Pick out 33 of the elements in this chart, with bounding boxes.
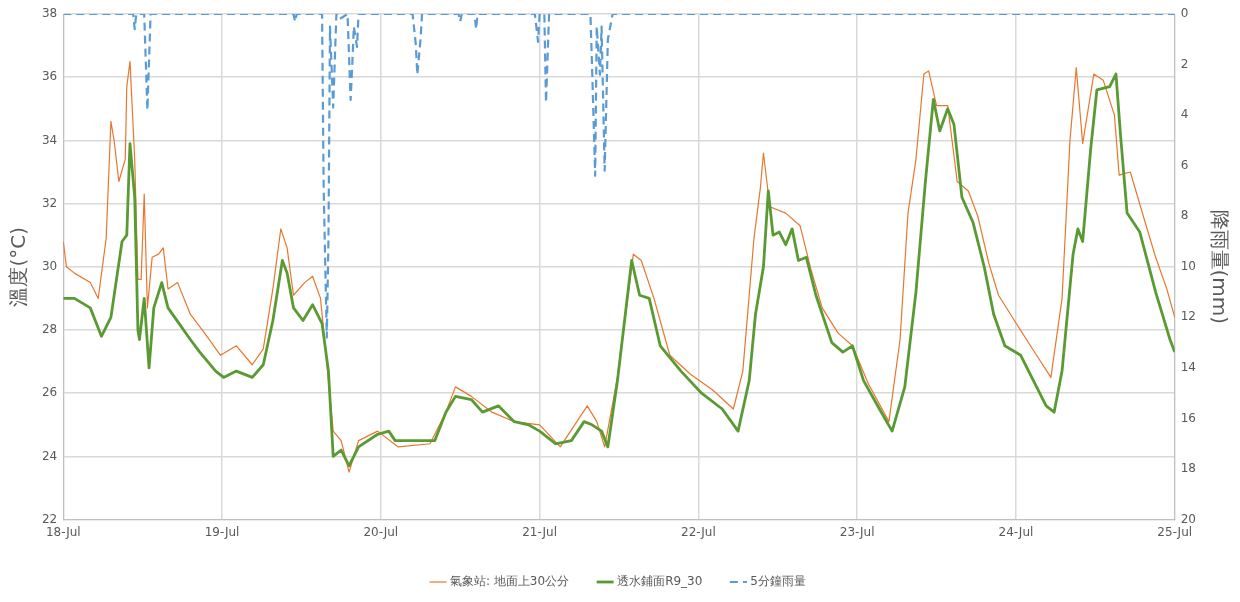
y-tick-label: 30: [41, 258, 58, 273]
y2-axis-title: 降雨量(mm): [1207, 209, 1232, 325]
y-axis-title: 溫度(°C): [6, 227, 31, 307]
y2-tick-label: 14: [1180, 360, 1197, 375]
y2-tick-label: 10: [1180, 258, 1197, 273]
y2-tick-label: 6: [1180, 157, 1189, 172]
y2-tick-label: 0: [1180, 6, 1189, 21]
y-tick-label: 32: [41, 195, 58, 210]
y-tick-label: 36: [41, 69, 58, 84]
y-tick-label: 34: [41, 132, 58, 147]
y-tick-label: 24: [41, 448, 58, 463]
y-tick-label: 26: [41, 385, 58, 400]
x-tick-label: 22-Jul: [681, 524, 716, 539]
y2-tick-label: 2: [1180, 56, 1189, 71]
x-tick-label: 25-Jul: [1157, 524, 1193, 539]
y2-tick-label: 18: [1180, 461, 1197, 476]
y2-tick-label: 20: [1180, 511, 1197, 526]
x-tick-label: 24-Jul: [998, 524, 1034, 539]
x-tick-label: 23-Jul: [839, 524, 875, 539]
x-tick-label: 18-Jul: [45, 524, 81, 539]
y2-tick-label: 4: [1180, 107, 1189, 122]
y-tick-label: 38: [41, 6, 58, 21]
y2-tick-label: 12: [1180, 309, 1197, 324]
x-tick-label: 20-Jul: [363, 524, 399, 539]
y-tick-label: 28: [41, 322, 58, 337]
legend-label: 5分鐘雨量: [750, 574, 807, 589]
x-tick-label: 21-Jul: [522, 524, 557, 539]
legend-label: 氣象站: 地面上30公分: [450, 574, 570, 589]
y-tick-label: 22: [41, 511, 58, 526]
y2-tick-label: 8: [1180, 208, 1189, 223]
x-tick-label: 19-Jul: [204, 524, 240, 539]
y2-tick-label: 16: [1180, 410, 1197, 425]
legend-label: 透水鋪面R9_30: [617, 574, 703, 589]
